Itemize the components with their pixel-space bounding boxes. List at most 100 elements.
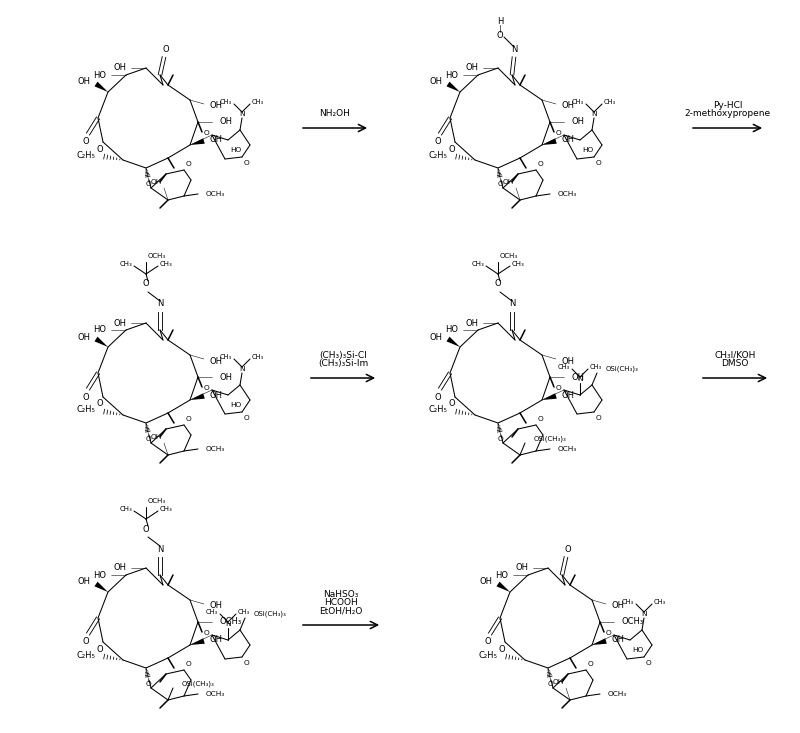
Text: Py-HCl: Py-HCl bbox=[713, 101, 742, 110]
Text: HO: HO bbox=[632, 647, 643, 653]
Text: OCH₃: OCH₃ bbox=[148, 498, 166, 504]
Polygon shape bbox=[190, 638, 205, 645]
Polygon shape bbox=[542, 394, 557, 400]
Text: N: N bbox=[642, 611, 646, 617]
Text: O: O bbox=[555, 385, 561, 391]
Text: OH: OH bbox=[553, 679, 564, 685]
Text: O: O bbox=[203, 130, 209, 136]
Text: N: N bbox=[157, 545, 163, 553]
Polygon shape bbox=[190, 394, 205, 400]
Text: OH: OH bbox=[77, 78, 90, 86]
Text: 2-methoxypropene: 2-methoxypropene bbox=[685, 109, 770, 118]
Text: OCH₃: OCH₃ bbox=[206, 191, 226, 197]
Text: CH₃: CH₃ bbox=[160, 506, 173, 512]
Text: N: N bbox=[511, 45, 517, 54]
Text: EtOH/H₂O: EtOH/H₂O bbox=[319, 606, 362, 615]
Text: OH: OH bbox=[210, 356, 223, 366]
Polygon shape bbox=[497, 582, 510, 592]
Text: OCH₃: OCH₃ bbox=[558, 446, 578, 452]
Text: O: O bbox=[82, 392, 90, 402]
Text: OH: OH bbox=[210, 602, 223, 611]
Text: C₂H₅: C₂H₅ bbox=[428, 150, 447, 160]
Text: HO: HO bbox=[93, 70, 106, 79]
Text: O: O bbox=[82, 638, 90, 647]
Text: HO: HO bbox=[582, 147, 594, 153]
Text: HO: HO bbox=[495, 570, 508, 580]
Text: OH: OH bbox=[113, 564, 126, 572]
Text: O: O bbox=[548, 681, 554, 687]
Polygon shape bbox=[94, 582, 108, 592]
Text: O: O bbox=[537, 161, 543, 167]
Text: O: O bbox=[645, 660, 651, 666]
Text: O: O bbox=[595, 160, 601, 166]
Text: O: O bbox=[485, 638, 491, 647]
Text: O: O bbox=[605, 630, 611, 636]
Text: O: O bbox=[97, 644, 103, 654]
Text: O: O bbox=[82, 138, 90, 147]
Text: O: O bbox=[498, 436, 504, 442]
Text: HO: HO bbox=[230, 402, 242, 408]
Text: NH₂OH: NH₂OH bbox=[319, 109, 350, 118]
Text: CH₃: CH₃ bbox=[590, 364, 602, 370]
Text: O: O bbox=[97, 144, 103, 153]
Text: N: N bbox=[578, 376, 582, 382]
Text: CH₃: CH₃ bbox=[558, 364, 570, 370]
Text: OH: OH bbox=[502, 179, 514, 185]
Text: O: O bbox=[243, 160, 249, 166]
Polygon shape bbox=[542, 139, 557, 145]
Text: N: N bbox=[226, 621, 230, 627]
Text: CH₃: CH₃ bbox=[252, 99, 264, 105]
Polygon shape bbox=[94, 336, 108, 347]
Text: OH: OH bbox=[572, 117, 585, 127]
Text: HO: HO bbox=[230, 147, 242, 153]
Text: OH: OH bbox=[150, 434, 162, 440]
Text: O: O bbox=[146, 681, 152, 687]
Text: (CH₃)₃Si-Cl: (CH₃)₃Si-Cl bbox=[319, 351, 367, 360]
Text: HO: HO bbox=[93, 325, 106, 334]
Text: OCH₃: OCH₃ bbox=[608, 691, 627, 697]
Text: OH: OH bbox=[210, 136, 223, 144]
Text: O: O bbox=[146, 436, 152, 442]
Text: O: O bbox=[449, 144, 455, 153]
Text: CH₃: CH₃ bbox=[160, 261, 173, 267]
Polygon shape bbox=[446, 81, 460, 92]
Text: O: O bbox=[243, 660, 249, 666]
Text: CH₃: CH₃ bbox=[471, 261, 484, 267]
Text: OH: OH bbox=[113, 319, 126, 328]
Text: OH: OH bbox=[210, 101, 223, 111]
Text: OH: OH bbox=[220, 372, 233, 381]
Text: O: O bbox=[449, 399, 455, 408]
Text: CH₃: CH₃ bbox=[252, 354, 264, 360]
Text: CH₃I/KOH: CH₃I/KOH bbox=[714, 351, 756, 360]
Text: C₂H₅: C₂H₅ bbox=[76, 650, 95, 660]
Polygon shape bbox=[592, 638, 606, 645]
Text: O: O bbox=[146, 181, 152, 187]
Text: OH: OH bbox=[465, 64, 478, 73]
Text: HO: HO bbox=[93, 570, 106, 580]
Text: CH₃: CH₃ bbox=[220, 354, 232, 360]
Text: O: O bbox=[555, 130, 561, 136]
Text: OH: OH bbox=[612, 602, 625, 611]
Text: OH: OH bbox=[479, 578, 492, 586]
Text: O: O bbox=[595, 415, 601, 421]
Text: OSi(CH₃)₃: OSi(CH₃)₃ bbox=[254, 611, 286, 617]
Text: O: O bbox=[97, 399, 103, 408]
Text: OCH₃: OCH₃ bbox=[622, 617, 644, 627]
Text: O: O bbox=[203, 630, 209, 636]
Text: OCH₃: OCH₃ bbox=[206, 446, 226, 452]
Text: OCH₃: OCH₃ bbox=[220, 617, 242, 627]
Text: OSi(CH₃)₃: OSi(CH₃)₃ bbox=[182, 681, 214, 688]
Text: O: O bbox=[142, 279, 150, 289]
Text: O: O bbox=[565, 545, 571, 553]
Text: C₂H₅: C₂H₅ bbox=[76, 150, 95, 160]
Text: O: O bbox=[243, 415, 249, 421]
Text: (CH₃)₃Si-Im: (CH₃)₃Si-Im bbox=[318, 359, 368, 368]
Text: CH₃: CH₃ bbox=[572, 99, 584, 105]
Text: N: N bbox=[591, 111, 597, 117]
Text: OSi(CH₃)₃: OSi(CH₃)₃ bbox=[534, 435, 566, 442]
Text: OH: OH bbox=[150, 179, 162, 185]
Polygon shape bbox=[94, 81, 108, 92]
Text: OH: OH bbox=[572, 372, 585, 381]
Text: HO: HO bbox=[445, 325, 458, 334]
Text: O: O bbox=[185, 416, 191, 422]
